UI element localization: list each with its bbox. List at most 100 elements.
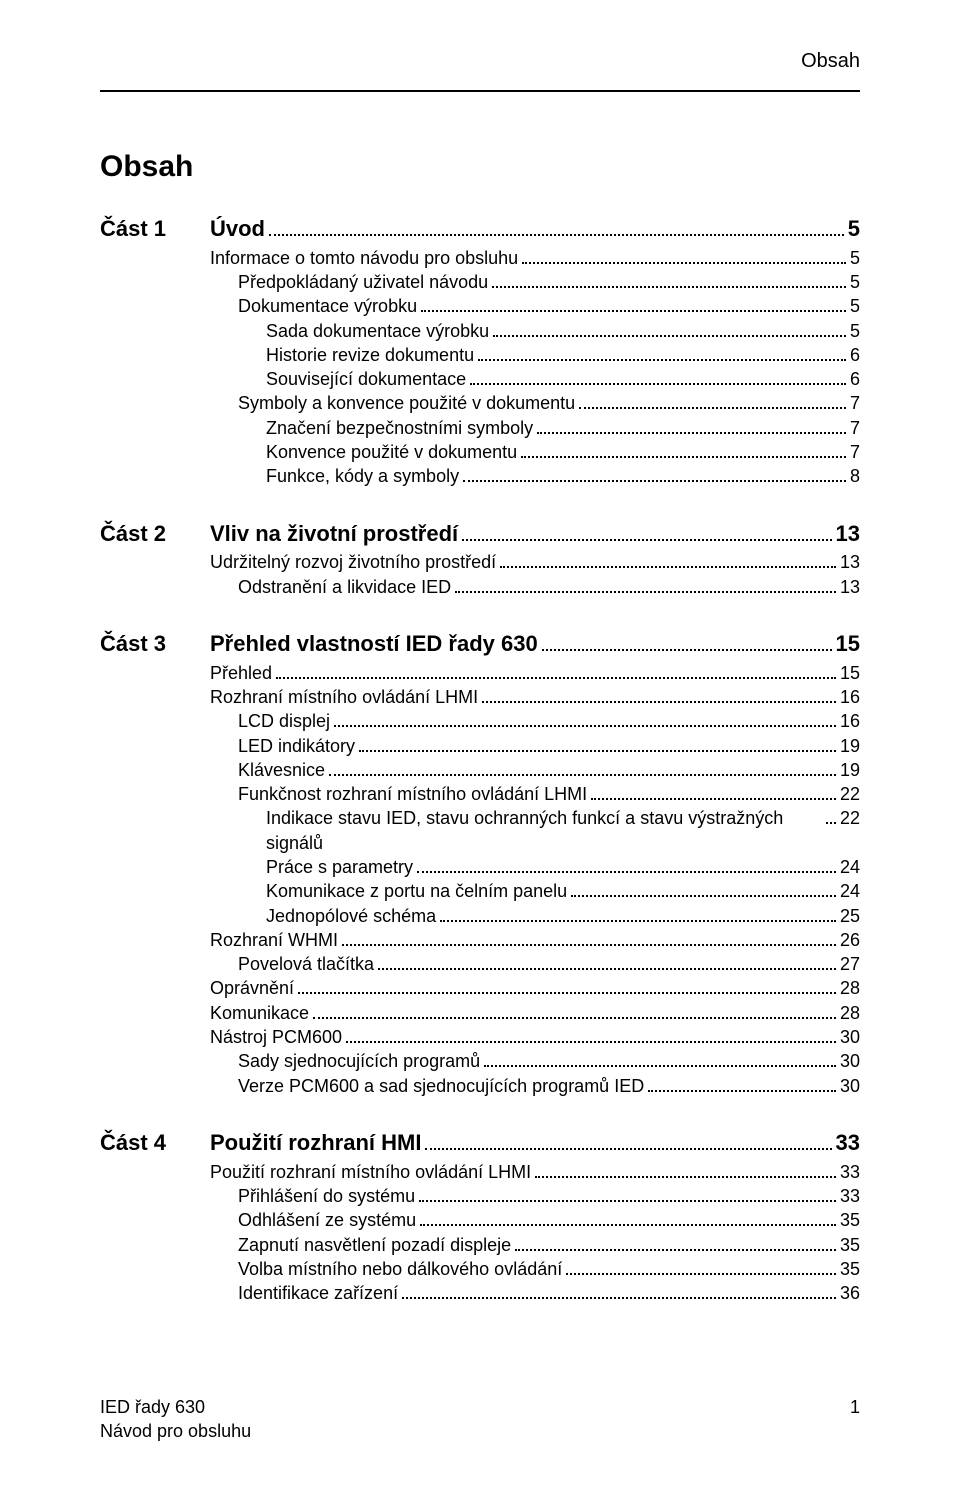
toc-page: 35 xyxy=(840,1208,860,1232)
toc-dots xyxy=(359,750,836,752)
toc-title: Klávesnice xyxy=(238,758,325,782)
toc-dots xyxy=(342,944,836,946)
toc-page: 24 xyxy=(840,855,860,879)
toc-page: 16 xyxy=(840,709,860,733)
toc-page: 7 xyxy=(850,391,860,415)
toc-dots xyxy=(346,1041,836,1043)
toc-title: Funkčnost rozhraní místního ovládání LHM… xyxy=(238,782,587,806)
toc-row: Nástroj PCM60030 xyxy=(210,1025,860,1049)
toc-row: Sada dokumentace výrobku5 xyxy=(210,319,860,343)
toc-row: Práce s parametry 24 xyxy=(210,855,860,879)
toc-page: 28 xyxy=(840,976,860,1000)
toc-page: 35 xyxy=(840,1233,860,1257)
toc-dots xyxy=(329,774,836,776)
toc-row: Přihlášení do systému33 xyxy=(210,1184,860,1208)
toc-page: 7 xyxy=(850,416,860,440)
toc-title: Úvod xyxy=(210,214,265,244)
part-label: Část 4 xyxy=(100,1128,210,1305)
toc-row: Komunikace28 xyxy=(210,1001,860,1025)
toc-title: Přihlášení do systému xyxy=(238,1184,415,1208)
toc-dots xyxy=(421,310,846,312)
toc-row: Funkčnost rozhraní místního ovládání LHM… xyxy=(210,782,860,806)
toc-dots xyxy=(542,649,832,651)
toc-title: Vliv na životní prostředí xyxy=(210,519,458,549)
toc-page: 33 xyxy=(836,1128,860,1158)
header-title: Obsah xyxy=(801,50,860,73)
toc-page: 8 xyxy=(850,464,860,488)
toc-page: 6 xyxy=(850,343,860,367)
toc-page: 15 xyxy=(836,629,860,659)
toc-title: Historie revize dokumentu xyxy=(266,343,474,367)
main-title: Obsah xyxy=(100,150,860,184)
toc-page: 36 xyxy=(840,1281,860,1305)
footer: IED řady 630 Návod pro obsluhu 1 xyxy=(100,1396,860,1443)
toc-dots xyxy=(826,822,836,824)
toc-dots xyxy=(482,701,836,703)
toc-title: Komunikace z portu na čelním panelu xyxy=(266,879,567,903)
toc-dots xyxy=(417,871,836,873)
toc-page: 15 xyxy=(840,661,860,685)
toc-title: Funkce, kódy a symboly xyxy=(266,464,459,488)
toc-title: Práce s parametry xyxy=(266,855,413,879)
toc-row: Klávesnice 19 xyxy=(210,758,860,782)
toc-page: 5 xyxy=(848,214,860,244)
toc-page: 33 xyxy=(840,1160,860,1184)
toc-page: 13 xyxy=(840,575,860,599)
toc-row: Dokumentace výrobku5 xyxy=(210,294,860,318)
toc-title: Předpokládaný uživatel návodu xyxy=(238,270,488,294)
toc-dots xyxy=(648,1090,836,1092)
toc-row: Verze PCM600 a sad sjednocujících progra… xyxy=(210,1074,860,1098)
toc-title: Komunikace xyxy=(210,1001,309,1025)
toc-dots xyxy=(579,407,846,409)
toc-dots xyxy=(425,1148,831,1150)
toc-dots xyxy=(478,359,846,361)
toc-title: Odhlášení ze systému xyxy=(238,1208,416,1232)
footer-left: IED řady 630 Návod pro obsluhu xyxy=(100,1396,251,1443)
toc-title: Verze PCM600 a sad sjednocujících progra… xyxy=(238,1074,644,1098)
part-label: Část 2 xyxy=(100,519,210,599)
toc-page: 6 xyxy=(850,367,860,391)
toc-page: 7 xyxy=(850,440,860,464)
toc-dots xyxy=(500,566,836,568)
toc-row: Funkce, kódy a symboly 8 xyxy=(210,464,860,488)
toc-row: Rozhraní WHMI26 xyxy=(210,928,860,952)
toc-page: 30 xyxy=(840,1049,860,1073)
toc-section: Část 1Úvod5Informace o tomto návodu pro … xyxy=(100,214,860,489)
toc-row: Předpokládaný uživatel návodu5 xyxy=(210,270,860,294)
toc-entries: Použití rozhraní HMI33Použití rozhraní m… xyxy=(210,1128,860,1305)
toc-entries: Přehled vlastností IED řady 63015Přehled… xyxy=(210,629,860,1098)
page: Obsah Obsah Část 1Úvod5Informace o tomto… xyxy=(0,0,960,1493)
toc-section: Část 3Přehled vlastností IED řady 63015P… xyxy=(100,629,860,1098)
toc-page: 5 xyxy=(850,294,860,318)
toc-dots xyxy=(515,1249,836,1251)
toc-title: Konvence použité v dokumentu xyxy=(266,440,517,464)
toc-dots xyxy=(420,1224,836,1226)
part-label: Část 1 xyxy=(100,214,210,489)
toc-row: Úvod 5 xyxy=(210,214,860,244)
toc-dots xyxy=(463,480,846,482)
toc-title: Indikace stavu IED, stavu ochranných fun… xyxy=(266,806,822,855)
toc-title: Sady sjednocujících programů xyxy=(238,1049,480,1073)
toc-page: 30 xyxy=(840,1025,860,1049)
content: Obsah Část 1Úvod5Informace o tomto návod… xyxy=(100,150,860,1335)
toc-row: Použití rozhraní místního ovládání LHMI 3… xyxy=(210,1160,860,1184)
toc-title: Rozhraní místního ovládání LHMI xyxy=(210,685,478,709)
toc-page: 22 xyxy=(840,806,860,830)
toc-dots xyxy=(492,286,846,288)
toc-dots xyxy=(591,798,836,800)
toc-row: Volba místního nebo dálkového ovládání35 xyxy=(210,1257,860,1281)
toc-dots xyxy=(521,456,846,458)
toc-dots xyxy=(571,895,836,897)
toc-dots xyxy=(313,1017,836,1019)
toc-dots xyxy=(378,968,836,970)
toc-row: Značení bezpečnostními symboly7 xyxy=(210,416,860,440)
toc-title: Přehled xyxy=(210,661,272,685)
toc-row: Jednopólové schéma25 xyxy=(210,904,860,928)
toc-row: LCD displej16 xyxy=(210,709,860,733)
toc-page: 19 xyxy=(840,758,860,782)
toc-page: 30 xyxy=(840,1074,860,1098)
toc-dots xyxy=(334,725,836,727)
toc-page: 5 xyxy=(850,246,860,270)
toc-title: Použití rozhraní místního ovládání LHMI xyxy=(210,1160,531,1184)
footer-left-line2: Návod pro obsluhu xyxy=(100,1420,251,1443)
